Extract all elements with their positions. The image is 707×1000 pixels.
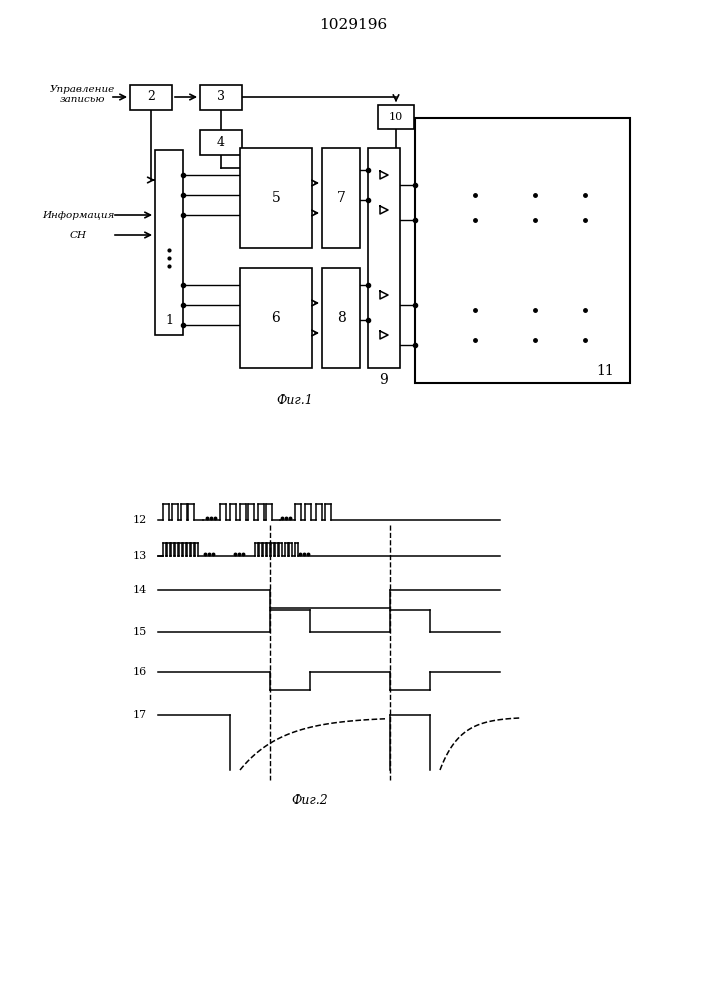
- Text: 1: 1: [165, 314, 173, 326]
- Text: 5: 5: [271, 191, 281, 205]
- Text: Управление: Управление: [49, 86, 115, 95]
- Text: 6: 6: [271, 311, 281, 325]
- Text: 15: 15: [133, 627, 147, 637]
- Bar: [368, 148, 400, 368]
- Text: записью: записью: [59, 96, 105, 104]
- Bar: [200, 130, 242, 155]
- Text: Фиг.2: Фиг.2: [291, 794, 328, 806]
- Text: 10: 10: [389, 112, 403, 122]
- Bar: [240, 268, 312, 368]
- Bar: [322, 268, 360, 368]
- Text: 8: 8: [337, 311, 346, 325]
- Text: 9: 9: [380, 373, 388, 387]
- Bar: [378, 105, 414, 129]
- Text: 16: 16: [133, 667, 147, 677]
- Text: 3: 3: [217, 91, 225, 104]
- Bar: [415, 118, 630, 383]
- Bar: [322, 148, 360, 248]
- Text: СН: СН: [69, 231, 86, 239]
- Bar: [130, 85, 172, 110]
- Text: 1029196: 1029196: [319, 18, 387, 32]
- Bar: [155, 150, 183, 335]
- Text: 7: 7: [337, 191, 346, 205]
- Bar: [240, 148, 312, 248]
- Text: 14: 14: [133, 585, 147, 595]
- Text: 17: 17: [133, 710, 147, 720]
- Text: 11: 11: [596, 364, 614, 378]
- Text: Информация: Информация: [42, 211, 115, 220]
- Text: 2: 2: [147, 91, 155, 104]
- Text: Фиг.1: Фиг.1: [276, 393, 313, 406]
- Text: 4: 4: [217, 135, 225, 148]
- Text: 13: 13: [133, 551, 147, 561]
- Bar: [200, 85, 242, 110]
- Text: 12: 12: [133, 515, 147, 525]
